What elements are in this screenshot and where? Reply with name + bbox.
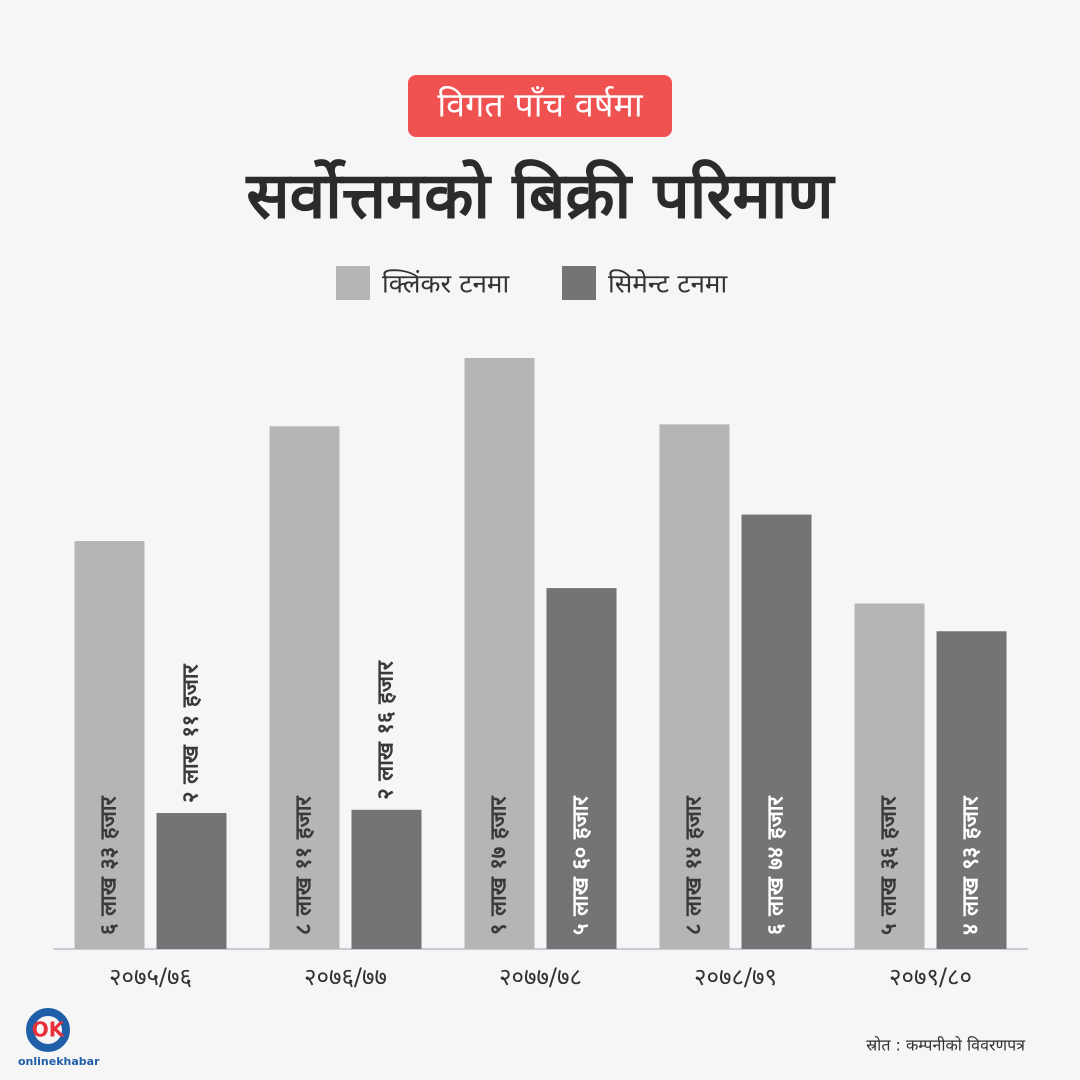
bar [659, 424, 730, 949]
bar [464, 358, 535, 949]
chart-title: सर्वोत्तमको बिक्री परिमाण [245, 159, 836, 234]
legend-swatch [336, 266, 370, 300]
value-label: ८ लाख ११ हजार [292, 795, 317, 935]
legend-swatch [562, 266, 596, 300]
x-tick-label: २०७८/७९ [694, 963, 777, 991]
logo-ring [26, 1008, 70, 1052]
bar [351, 809, 422, 949]
badge-bg [408, 75, 672, 137]
value-label: ५ लाख ६० हजार [569, 795, 594, 935]
value-label: २ लाख १६ हजार [374, 660, 399, 800]
value-label: ८ लाख १४ हजार [682, 795, 707, 935]
badge: विगत पाँच वर्षमा [437, 86, 643, 126]
bar [936, 631, 1007, 949]
value-label: ९ लाख १७ हजार [487, 795, 512, 935]
value-label: २ लाख ११ हजार [179, 663, 204, 803]
bar [854, 603, 925, 949]
x-tick-label: २०७७/७८ [499, 963, 582, 991]
x-tick-label: २०७९/८० [889, 963, 972, 991]
x-tick-label: २०७६/७७ [304, 963, 387, 991]
bar [269, 426, 340, 949]
source: स्रोत : कम्पनीको विवरणपत्र [866, 1036, 1026, 1055]
legend-label: सिमेन्ट टनमा [608, 269, 728, 300]
value-label: ६ लाख ३३ हजार [97, 795, 122, 935]
bar [156, 813, 227, 949]
bar [546, 588, 617, 949]
value-label: ४ लाख ९३ हजार [959, 795, 984, 935]
logo-mark: OK [32, 1018, 66, 1042]
value-label: ६ लाख ७४ हजार [764, 795, 789, 935]
legend-label: क्लिंकर टनमा [382, 269, 510, 300]
x-tick-label: २०७५/७६ [109, 963, 192, 991]
value-label: ५ लाख ३६ हजार [877, 795, 902, 935]
logo-text: onlinekhabar [18, 1055, 100, 1068]
bar [74, 541, 145, 949]
bar [741, 514, 812, 949]
